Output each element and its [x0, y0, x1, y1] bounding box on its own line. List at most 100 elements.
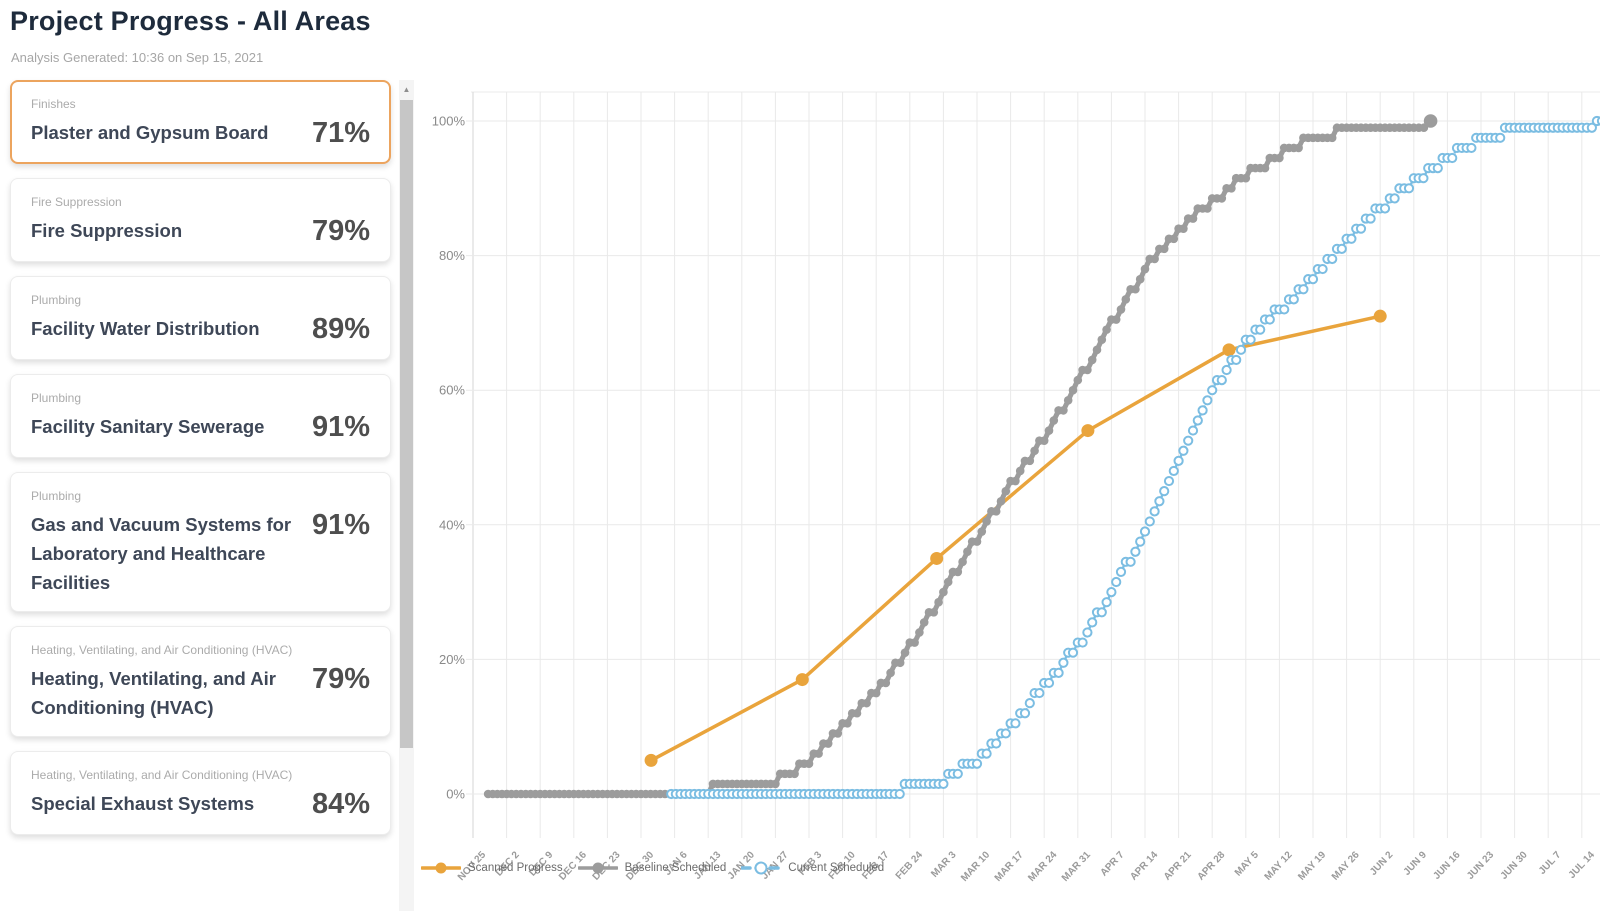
legend-item: Scanned Progress: [421, 861, 563, 875]
x-axis-label: JUN 2: [1368, 849, 1396, 878]
baseline-scheduled-point: [1179, 224, 1188, 233]
analysis-timestamp: Analysis Generated: 10:36 on Sep 15, 202…: [11, 50, 264, 65]
card-row: Facility Sanitary Sewerage 91%: [31, 412, 370, 443]
current-scheduled-point: [1183, 435, 1194, 446]
area-card[interactable]: Heating, Ventilating, and Air Conditioni…: [10, 626, 391, 737]
baseline-scheduled-point: [1001, 486, 1011, 496]
current-scheduled-point: [1596, 116, 1600, 126]
card-row: Fire Suppression 79%: [31, 216, 370, 247]
area-card[interactable]: Fire Suppression Fire Suppression 79%: [10, 178, 391, 262]
x-axis-label: MAR 3: [929, 849, 959, 880]
baseline-scheduled-point: [1063, 395, 1073, 405]
x-axis-label: MAR 31: [1060, 849, 1093, 884]
baseline-scheduled-point: [1097, 335, 1107, 345]
current-scheduled-point: [1432, 163, 1443, 174]
baseline-scheduled-point: [1092, 345, 1102, 355]
area-card[interactable]: Finishes Plaster and Gypsum Board 71%: [10, 80, 391, 164]
scrollbar-up-icon[interactable]: ▲: [402, 84, 411, 94]
current-scheduled-point: [1365, 213, 1376, 224]
x-axis-label: MAR 17: [993, 849, 1026, 884]
scanned-progress-line: [649, 314, 1382, 763]
x-axis-label: APR 7: [1098, 849, 1126, 878]
baseline-scheduled-point: [1111, 315, 1121, 324]
current-scheduled-point: [952, 768, 963, 779]
current-scheduled-point: [1389, 193, 1400, 204]
current-scheduled-point: [1586, 122, 1597, 133]
baseline-scheduled-point: [1044, 426, 1054, 435]
y-axis-label: 0%: [446, 787, 465, 802]
baseline-scheduled-point: [900, 648, 910, 657]
baseline-scheduled-point: [1025, 456, 1035, 466]
x-axis-label: MAY 12: [1263, 849, 1295, 882]
baseline-scheduled-point: [1015, 466, 1025, 476]
current-scheduled-point: [1043, 677, 1055, 689]
baseline-scheduled-point: [1083, 365, 1092, 375]
current-scheduled-point: [1307, 274, 1319, 285]
y-axis-label: 20%: [439, 652, 465, 667]
x-axis-label: JUN 23: [1465, 849, 1496, 882]
baseline-scheduled-point: [852, 708, 862, 718]
scanned-progress-point: [1081, 424, 1095, 438]
scrollbar-thumb[interactable]: [400, 100, 413, 748]
baseline-scheduled-point: [1135, 274, 1145, 284]
current-scheduled-point: [1466, 142, 1477, 154]
current-scheduled-point: [1067, 647, 1079, 658]
current-scheduled-point: [1403, 183, 1415, 194]
area-card[interactable]: Plumbing Facility Water Distribution 89%: [10, 276, 391, 360]
current-scheduled-point: [1077, 637, 1088, 648]
card-category: Fire Suppression: [31, 195, 122, 209]
baseline-scheduled-point: [996, 496, 1006, 506]
baseline-scheduled-point: [1275, 153, 1284, 163]
area-card[interactable]: Plumbing Facility Sanitary Sewerage 91%: [10, 374, 391, 458]
x-axis-label: APR 14: [1128, 849, 1160, 882]
baseline-scheduled-point: [881, 678, 891, 688]
baseline-scheduled-point: [1011, 476, 1020, 486]
current-scheduled-point: [1216, 375, 1227, 386]
current-scheduled-point: [1163, 475, 1175, 487]
current-scheduled-point: [1202, 395, 1213, 406]
baseline-scheduled-point: [1049, 416, 1059, 425]
x-axis-label: JUL 14: [1567, 849, 1598, 881]
baseline-scheduled-point: [1159, 244, 1169, 254]
card-name: Facility Water Distribution: [31, 318, 260, 339]
current-scheduled-point: [1144, 516, 1155, 527]
x-axis-label: MAR 10: [959, 849, 992, 884]
current-scheduled-point: [1264, 314, 1275, 325]
current-scheduled-point: [1111, 576, 1122, 588]
legend-open-circle-swatch-icon: [741, 861, 782, 875]
current-scheduled-point: [1101, 597, 1112, 608]
baseline-scheduled-point: [934, 597, 943, 607]
area-card[interactable]: Heating, Ventilating, and Air Conditioni…: [10, 751, 391, 835]
card-percent: 91%: [311, 411, 370, 443]
current-scheduled-point: [1279, 304, 1290, 315]
current-scheduled-point: [1379, 203, 1391, 214]
baseline-scheduled-point: [1030, 446, 1039, 456]
card-row: Plaster and Gypsum Board 71%: [31, 118, 370, 149]
card-percent: 79%: [311, 663, 370, 695]
current-scheduled-point: [1207, 385, 1218, 396]
current-scheduled-point: [1135, 536, 1146, 547]
card-percent: 79%: [311, 215, 370, 247]
baseline-scheduled-point: [790, 769, 799, 779]
current-scheduled-point: [1298, 284, 1309, 295]
current-scheduled-point: [1115, 566, 1127, 578]
current-scheduled-point: [1255, 324, 1266, 335]
current-scheduled-point: [1355, 223, 1367, 234]
area-card[interactable]: Plumbing Gas and Vacuum Systems for Labor…: [10, 472, 391, 612]
y-axis-label: 40%: [439, 517, 465, 532]
current-scheduled-point: [1168, 465, 1179, 477]
baseline-scheduled-point: [958, 557, 967, 567]
current-scheduled-point: [981, 748, 992, 759]
baseline-scheduled-point: [1059, 406, 1068, 415]
current-scheduled-point: [1447, 152, 1458, 164]
legend-label: Current Scheduled: [788, 862, 885, 874]
baseline-scheduled-point: [871, 688, 881, 698]
baseline-scheduled-point: [1087, 355, 1097, 365]
card-name: Special Exhaust Systems: [31, 793, 255, 814]
baseline-scheduled-point: [919, 618, 929, 627]
baseline-scheduled-point: [1327, 133, 1337, 143]
baseline-scheduled-point: [1260, 163, 1270, 173]
card-list-scrollbar[interactable]: ▲: [399, 80, 414, 911]
